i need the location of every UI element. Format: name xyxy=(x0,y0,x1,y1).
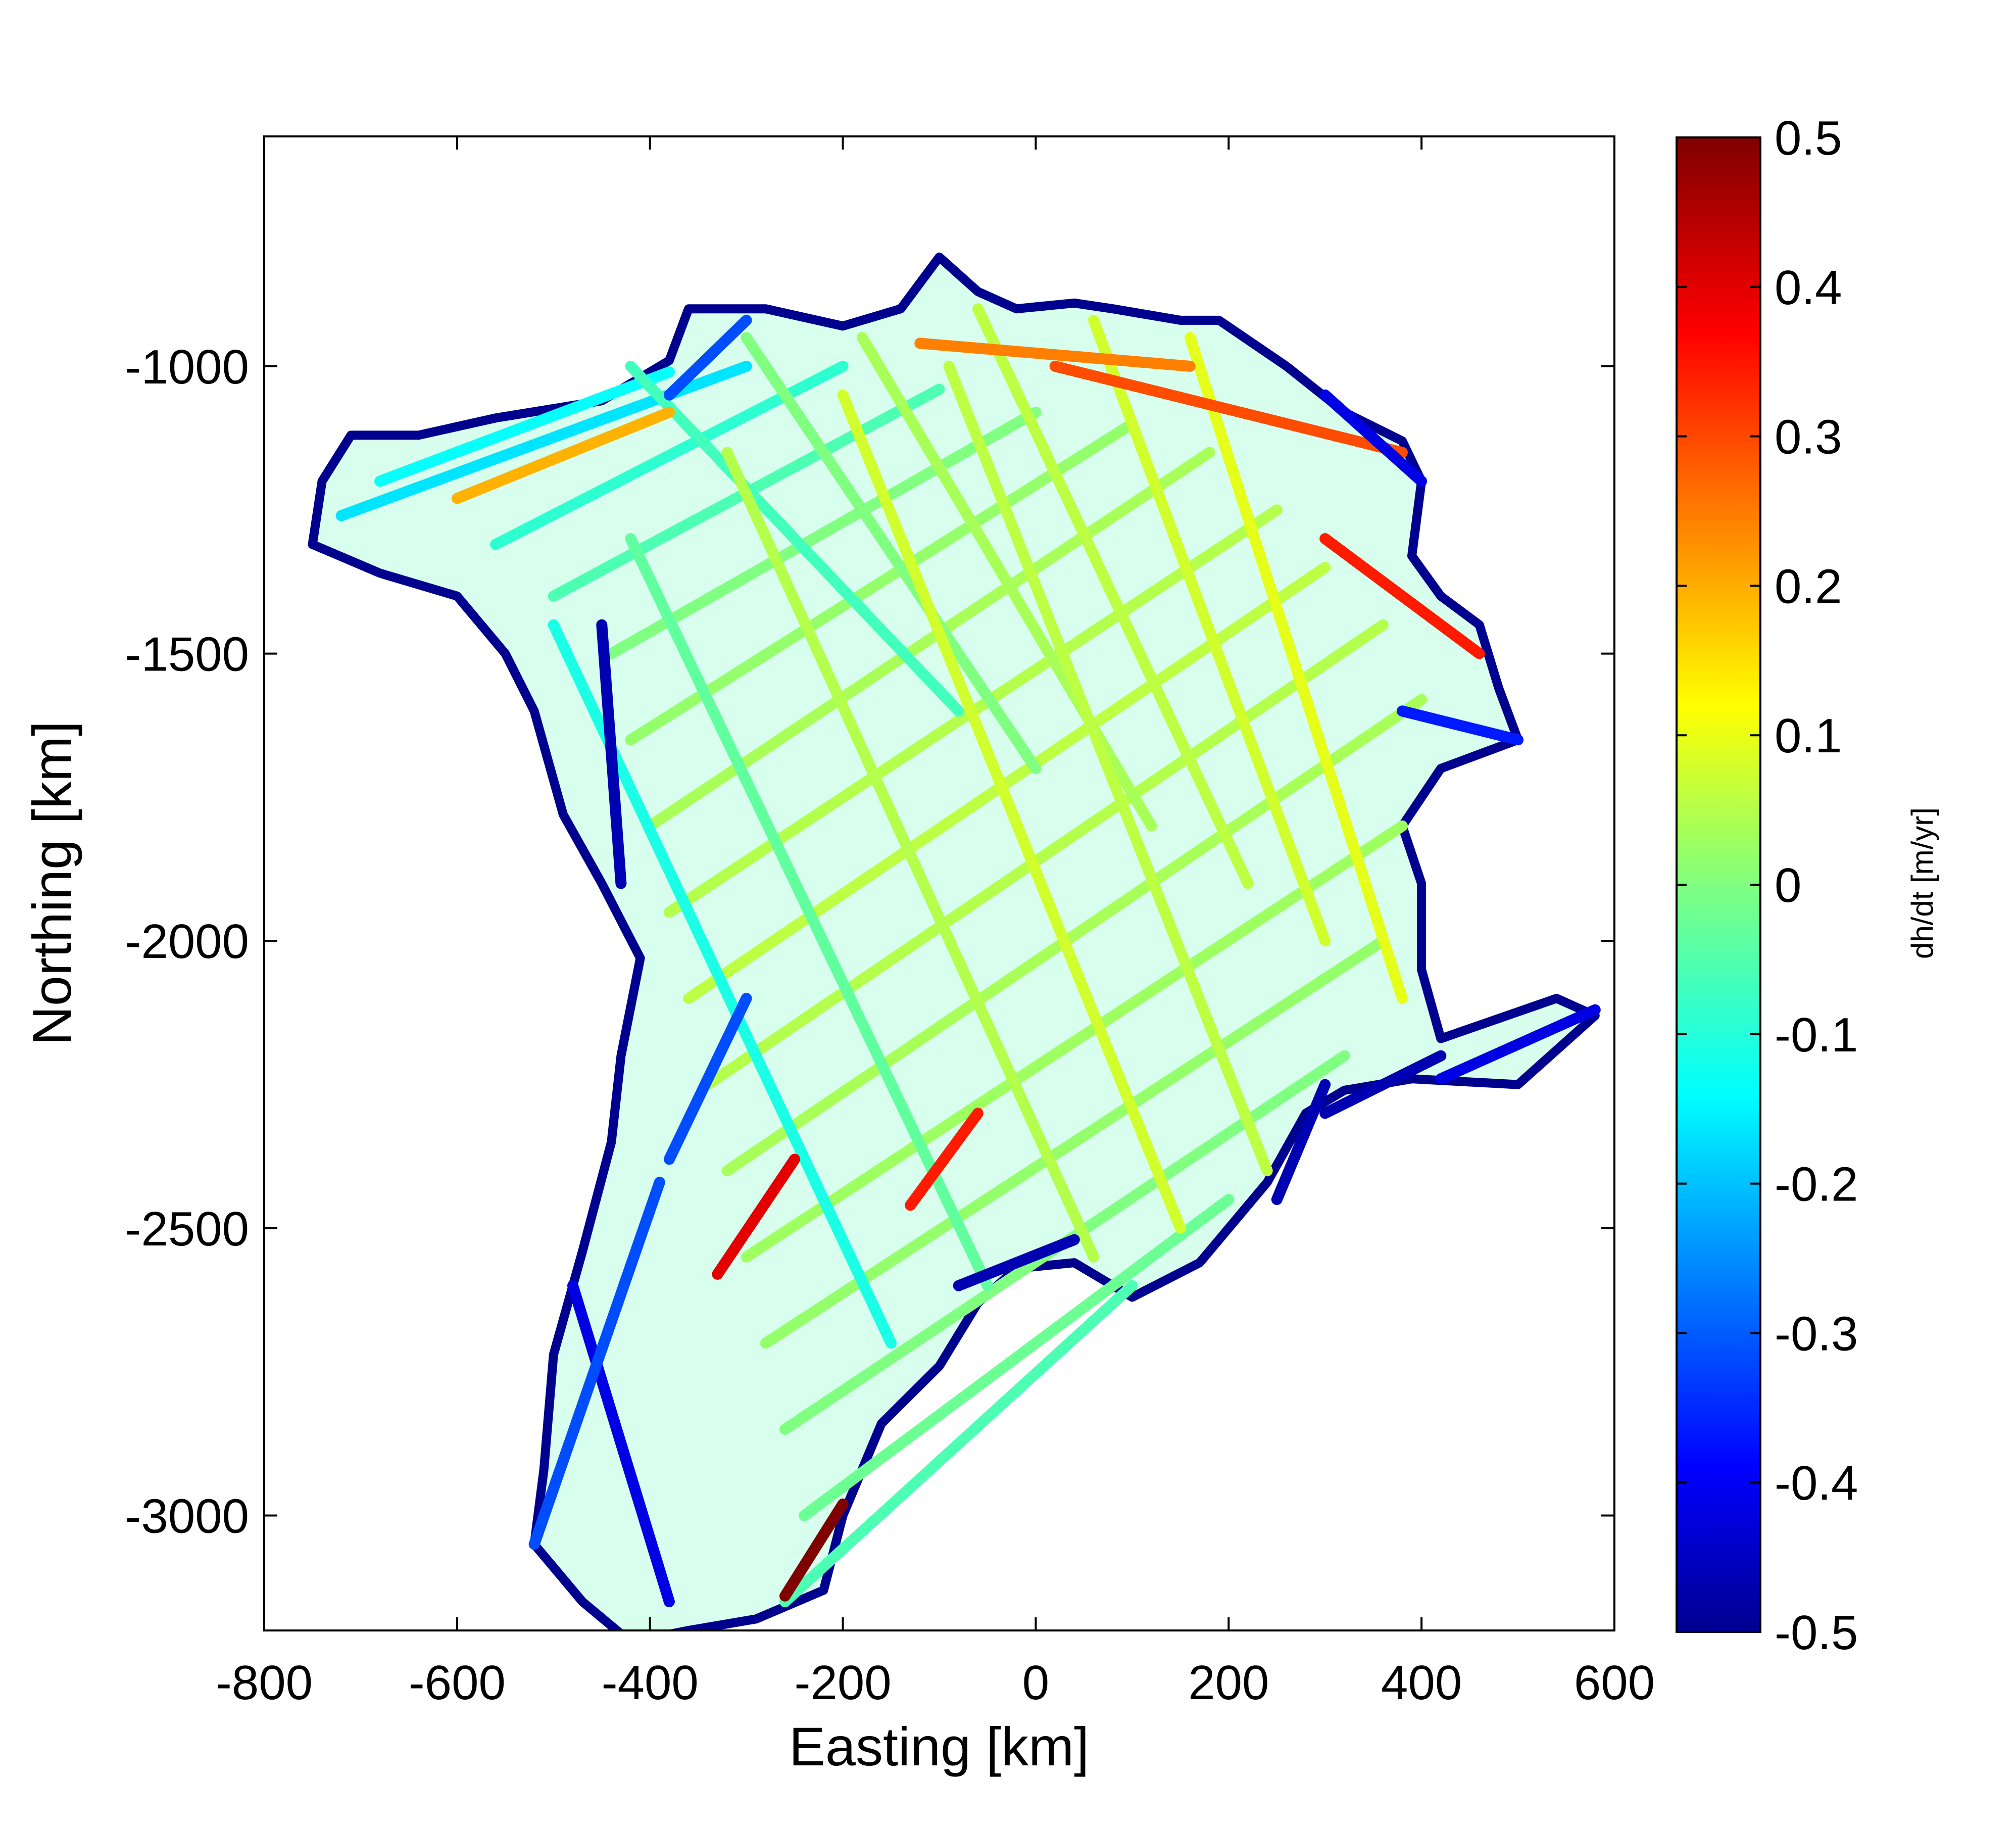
colorbar-gradient xyxy=(1676,136,1761,1633)
track-37 xyxy=(663,993,752,1165)
track-31 xyxy=(914,338,1196,372)
y-tick-label: -3000 xyxy=(125,1489,249,1544)
track-25 xyxy=(837,389,1186,1234)
track-35 xyxy=(905,1108,984,1211)
y-tick-label: -1500 xyxy=(125,628,249,682)
track-36 xyxy=(451,406,675,504)
track-40 xyxy=(1319,1050,1447,1119)
track-30 xyxy=(1049,360,1408,458)
colorbar-tick-label: -0.3 xyxy=(1775,1307,1858,1361)
colorbar-tick-label: 0.1 xyxy=(1775,709,1842,763)
track-9 xyxy=(702,619,1389,1090)
colorbar-tick-label: 0.5 xyxy=(1775,111,1842,165)
track-10 xyxy=(721,694,1428,1177)
track-27 xyxy=(567,1280,675,1608)
x-tick-label: -800 xyxy=(216,1656,313,1710)
track-42 xyxy=(1397,705,1524,746)
track-0 xyxy=(374,366,675,487)
plot-frame xyxy=(263,135,1615,1631)
y-axis: -1000 -1500 -2000 -2500 -3000 xyxy=(125,340,1614,1544)
colorbar-tick-label: -0.2 xyxy=(1775,1158,1858,1212)
track-17 xyxy=(741,332,1042,774)
track-23 xyxy=(625,533,993,1291)
y-tick-label: -2000 xyxy=(125,915,249,969)
y-tick-label: -1000 xyxy=(125,340,249,394)
x-tick-label: 0 xyxy=(1022,1656,1049,1710)
track-11 xyxy=(741,820,1408,1263)
track-21 xyxy=(1184,332,1408,1004)
x-tick-label: 600 xyxy=(1574,1656,1655,1710)
track-29 xyxy=(528,1176,665,1550)
colorbar-tick-label: -0.5 xyxy=(1775,1606,1858,1660)
colorbar-ticks: 0.5 0.4 0.3 0.2 0.1 0 -0.1 -0.2 -0.3 -0.4 -0.5 xyxy=(1677,111,1858,1660)
track-26 xyxy=(943,360,1273,1177)
track-43 xyxy=(1319,389,1428,487)
x-tick-label: -200 xyxy=(795,1656,892,1710)
track-4 xyxy=(606,406,1042,659)
x-axis: -800 -600 -400 -200 0 200 400 600 xyxy=(216,136,1655,1710)
track-34 xyxy=(779,1498,849,1602)
colorbar-tick-label: 0.4 xyxy=(1775,261,1842,315)
track-32 xyxy=(1319,533,1485,659)
track-33 xyxy=(712,1154,801,1280)
track-28 xyxy=(596,619,627,889)
track-15 xyxy=(779,1280,1138,1608)
x-tick-label: 200 xyxy=(1188,1656,1269,1710)
y-tick-label: -2500 xyxy=(125,1202,249,1256)
colorbar-tick-label: -0.4 xyxy=(1775,1456,1858,1510)
colorbar-tick-label: 0.2 xyxy=(1775,559,1842,613)
colorbar-title: dh/dt [m/yr] xyxy=(1905,807,1939,959)
plot-area: -800 -600 -400 -200 0 200 400 600 -1000-1500-20… xyxy=(21,135,1655,1777)
track-19 xyxy=(972,303,1254,889)
track-24 xyxy=(721,447,1099,1263)
y-axis-title: Northing [km] xyxy=(21,721,82,1045)
x-tick-label: -400 xyxy=(602,1656,699,1710)
colorbar: 0.5 0.4 0.3 0.2 0.1 0 -0.1 -0.2 -0.3 -0.4 -0.5 dh/… xyxy=(1676,111,1939,1660)
track-5 xyxy=(625,418,1138,746)
track-12 xyxy=(760,935,1389,1349)
track-16 xyxy=(625,360,964,717)
track-44 xyxy=(663,314,752,401)
track-38 xyxy=(953,1234,1080,1291)
data-tracks xyxy=(335,303,1601,1608)
track-20 xyxy=(1088,314,1331,947)
colorbar-tick-label: -0.1 xyxy=(1775,1008,1858,1062)
x-tick-label: -600 xyxy=(409,1656,506,1710)
colorbar-tick-label: 0 xyxy=(1775,858,1801,912)
x-tick-label: 400 xyxy=(1381,1656,1462,1710)
track-8 xyxy=(683,562,1331,1004)
track-14 xyxy=(799,1194,1235,1521)
track-39 xyxy=(1435,1004,1601,1085)
colorbar-tick-label: 0.3 xyxy=(1775,410,1842,464)
track-41 xyxy=(1271,1079,1331,1205)
x-axis-title: Easting [km] xyxy=(789,1716,1089,1777)
